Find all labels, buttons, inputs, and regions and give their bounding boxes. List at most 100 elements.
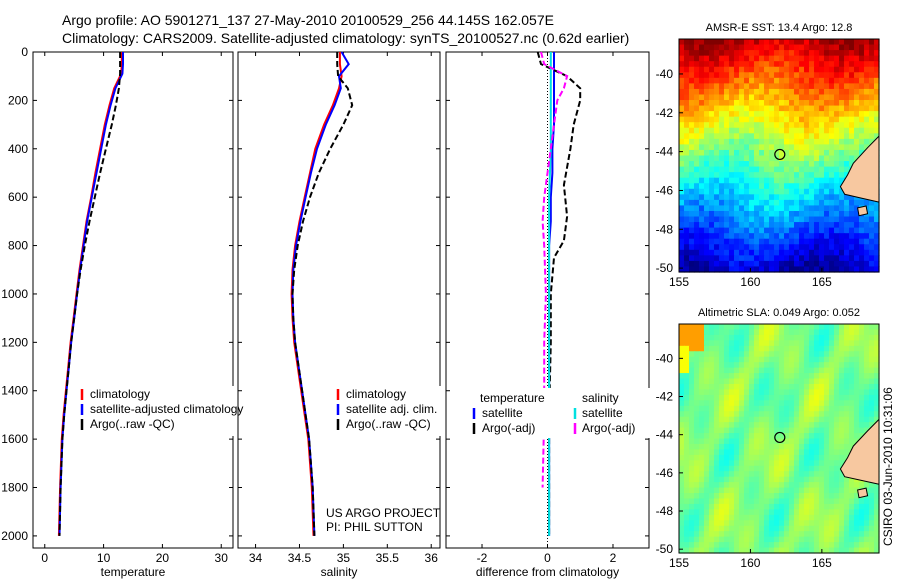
heatmap-cell	[749, 227, 755, 234]
heatmap-cell	[779, 471, 785, 478]
heatmap-cell	[844, 39, 850, 46]
heatmap-cell	[824, 172, 830, 179]
heatmap-cell	[779, 216, 785, 223]
heatmap-cell	[769, 44, 775, 51]
heatmap-cell	[789, 266, 795, 273]
heatmap-cell	[819, 324, 825, 331]
heatmap-cell	[759, 210, 765, 218]
heatmap-cell	[809, 177, 815, 184]
heatmap-cell	[869, 416, 875, 423]
heatmap-cell	[744, 238, 750, 245]
heatmap-cell	[704, 411, 710, 418]
heatmap-cell	[779, 525, 785, 532]
heatmap-cell	[729, 514, 735, 521]
heatmap-cell	[799, 356, 805, 363]
heatmap-cell	[764, 72, 770, 79]
heatmap-cell	[819, 367, 825, 374]
heatmap-cell	[699, 334, 705, 341]
heatmap-cell	[834, 77, 840, 84]
land-mass	[839, 134, 880, 203]
y-tick-label: 1600	[1, 432, 28, 446]
heatmap-cell	[814, 416, 820, 423]
heatmap-cell	[779, 222, 785, 229]
heatmap-cell	[714, 334, 720, 341]
heatmap-cell	[684, 39, 690, 46]
heatmap-cell	[834, 111, 840, 118]
heatmap-cell	[774, 122, 780, 129]
heatmap-cell	[794, 345, 800, 352]
heatmap-cell	[804, 210, 810, 218]
heatmap-cell	[814, 266, 820, 273]
heatmap-cell	[784, 520, 790, 527]
heatmap-cell	[714, 351, 720, 358]
heatmap-cell	[864, 373, 870, 380]
y-tick-label: 1200	[1, 335, 28, 349]
heatmap-cell	[739, 149, 745, 157]
heatmap-cell	[789, 210, 795, 218]
heatmap-cell	[739, 433, 745, 440]
heatmap-cell	[724, 88, 730, 96]
heatmap-cell	[704, 345, 710, 352]
heatmap-cell	[794, 542, 800, 549]
heatmap-cell	[804, 433, 810, 440]
heatmap-cell	[819, 199, 825, 207]
heatmap-cell	[859, 400, 865, 407]
heatmap-cell	[834, 199, 840, 207]
heatmap-cell	[724, 345, 730, 352]
heatmap-cell	[809, 205, 815, 212]
heatmap-cell	[729, 503, 735, 510]
land-island	[857, 487, 869, 499]
heatmap-cell	[819, 188, 825, 195]
heatmap-cell	[849, 260, 855, 268]
heatmap-cell	[724, 227, 730, 234]
heatmap-cell	[814, 161, 820, 168]
heatmap-cell	[679, 493, 685, 500]
heatmap-cell	[774, 449, 780, 456]
heatmap-cell	[789, 77, 795, 84]
heatmap-cell	[759, 188, 765, 195]
heatmap-cell	[779, 449, 785, 456]
heatmap-cell	[834, 83, 840, 90]
heatmap-cell	[744, 72, 750, 79]
heatmap-cell	[749, 105, 755, 112]
heatmap-cell	[744, 39, 750, 46]
heatmap-cell	[679, 266, 685, 273]
heatmap-cell	[864, 520, 870, 527]
heatmap-cell	[874, 411, 880, 418]
heatmap-cell	[694, 416, 700, 423]
heatmap-cell	[744, 427, 750, 434]
heatmap-cell	[799, 111, 805, 118]
heatmap-cell	[694, 155, 700, 162]
heatmap-cell	[714, 194, 720, 201]
heatmap-cell	[789, 405, 795, 412]
heatmap-cell	[704, 509, 710, 516]
heatmap-cell	[774, 133, 780, 140]
heatmap-cell	[774, 383, 780, 391]
heatmap-cell	[819, 155, 825, 162]
heatmap-cell	[734, 133, 740, 140]
heatmap-cell	[789, 482, 795, 489]
heatmap-cell	[809, 88, 815, 96]
heatmap-cell	[844, 476, 850, 483]
heatmap-cell	[769, 433, 775, 440]
heatmap-cell	[709, 460, 715, 467]
heatmap-cell	[864, 536, 870, 543]
heatmap-cell	[749, 389, 755, 396]
heatmap-cell	[789, 503, 795, 510]
heatmap-cell	[699, 378, 705, 385]
heatmap-cell	[799, 183, 805, 190]
heatmap-cell	[689, 443, 695, 450]
heatmap-cell	[874, 378, 880, 385]
heatmap-cell	[699, 83, 705, 90]
legend-label: satellite-adjusted climatology	[90, 402, 243, 416]
heatmap-cell	[804, 39, 810, 46]
heatmap-cell	[829, 345, 835, 352]
y-tick-label: -50	[656, 542, 674, 556]
heatmap-cell	[869, 210, 875, 218]
heatmap-cell	[749, 144, 755, 151]
heatmap-cell	[734, 476, 740, 483]
heatmap-cell	[834, 378, 840, 385]
heatmap-cell	[739, 55, 745, 62]
heatmap-cell	[839, 542, 845, 549]
heatmap-cell	[704, 172, 710, 179]
